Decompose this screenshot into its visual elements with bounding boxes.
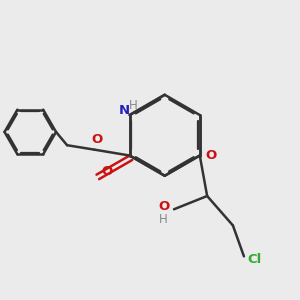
Text: Cl: Cl: [247, 253, 261, 266]
Text: H: H: [159, 213, 168, 226]
Text: H: H: [129, 99, 138, 112]
Text: O: O: [158, 200, 169, 213]
Text: O: O: [91, 133, 102, 146]
Text: N: N: [119, 104, 130, 117]
Text: O: O: [205, 149, 217, 162]
Text: O: O: [101, 165, 112, 178]
